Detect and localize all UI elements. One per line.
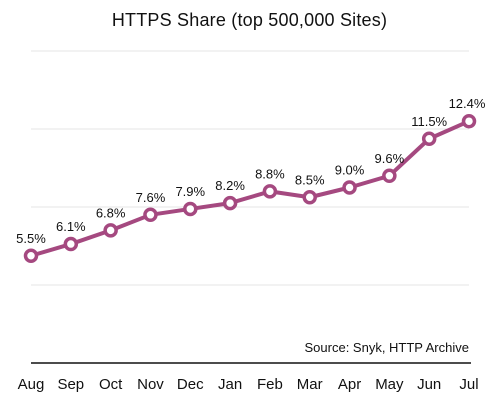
gridlines bbox=[31, 50, 469, 286]
x-tick-feb: Feb bbox=[257, 376, 283, 393]
x-tick-nov: Nov bbox=[137, 376, 164, 393]
data-label-nov: 7.6% bbox=[136, 190, 166, 205]
x-tick-oct: Oct bbox=[99, 376, 123, 393]
series-line bbox=[29, 119, 471, 258]
x-tick-aug: Aug bbox=[18, 376, 45, 393]
data-point-aug bbox=[23, 248, 39, 263]
data-label-jun: 11.5% bbox=[411, 114, 447, 129]
data-label-jan: 8.2% bbox=[215, 178, 245, 193]
data-label-may: 9.6% bbox=[375, 151, 405, 166]
data-point-jun bbox=[421, 131, 437, 146]
x-tick-sep: Sep bbox=[57, 376, 84, 393]
data-point-jan bbox=[222, 195, 238, 211]
x-tick-jun: Jun bbox=[417, 376, 441, 393]
x-tick-dec: Dec bbox=[177, 376, 204, 393]
data-label-dec: 7.9% bbox=[175, 184, 205, 199]
data-point-oct bbox=[103, 223, 118, 238]
data-point-may bbox=[382, 168, 397, 184]
data-label-aug: 5.5% bbox=[16, 231, 46, 246]
chart-title: HTTPS Share (top 500,000 Sites) bbox=[111, 10, 388, 30]
data-label-apr: 9.0% bbox=[335, 163, 365, 178]
data-label-feb: 8.8% bbox=[255, 166, 285, 181]
data-point-dec bbox=[183, 201, 198, 217]
data-points bbox=[23, 113, 477, 263]
data-label-jul: 12.4% bbox=[449, 96, 486, 111]
data-point-jul bbox=[461, 113, 477, 129]
x-tick-jul: Jul bbox=[459, 376, 478, 393]
x-tick-apr: Apr bbox=[338, 376, 361, 393]
data-point-nov bbox=[143, 207, 158, 223]
data-label-mar: 8.5% bbox=[295, 172, 325, 187]
data-label-oct: 6.8% bbox=[96, 205, 126, 220]
data-point-sep bbox=[63, 236, 79, 252]
data-label-sep: 6.1% bbox=[56, 219, 86, 234]
data-point-apr bbox=[342, 180, 357, 195]
x-tick-labels: Aug Sep Oct Nov Dec Jan Feb Mar Apr May Jun Jul bbox=[18, 376, 479, 393]
source-note: Source: Snyk, HTTP Archive bbox=[304, 340, 470, 355]
data-point-feb bbox=[262, 184, 278, 199]
series-polyline bbox=[29, 119, 471, 258]
x-tick-jan: Jan bbox=[218, 376, 242, 393]
data-labels: 5.5% 6.1% 6.8% 7.6% 7.9% 8.2% 8.8% 8.5% 9.0% 9.6%… bbox=[16, 96, 486, 246]
x-tick-may: May bbox=[375, 376, 404, 393]
data-point-mar bbox=[302, 190, 317, 205]
x-tick-mar: Mar bbox=[297, 376, 323, 393]
